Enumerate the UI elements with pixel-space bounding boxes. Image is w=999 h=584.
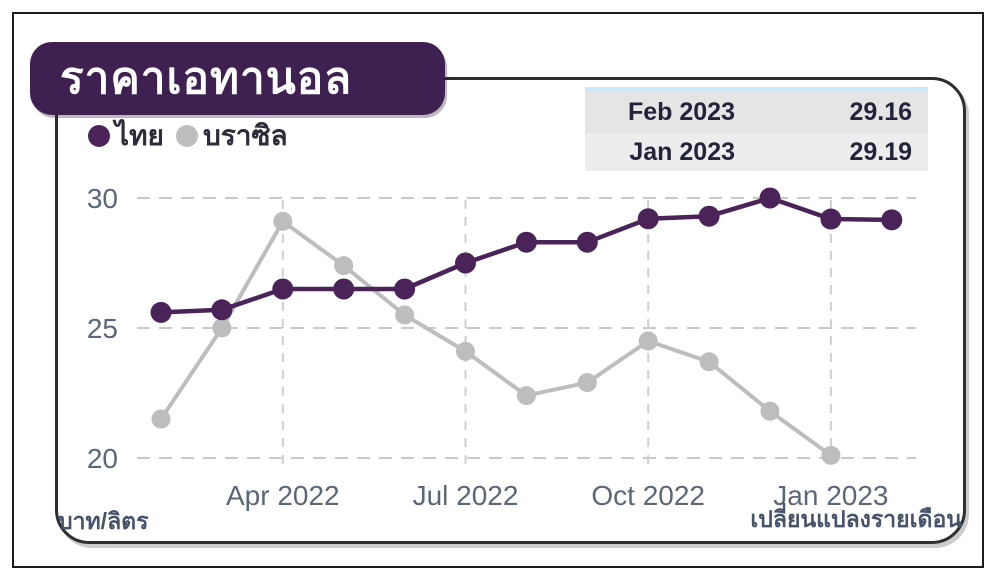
data-point-ไทย (394, 278, 416, 300)
data-point-บราซิล (456, 341, 475, 361)
data-point-ไทย (881, 209, 903, 231)
legend-label: ไทย (115, 120, 164, 151)
x-axis-tick-label: Jan 2023 (773, 480, 888, 511)
table-row-label: Jan 2023 (629, 137, 735, 166)
table-row: Feb 2023 29.16 (585, 92, 928, 133)
series-line-ไทย (158, 195, 895, 315)
legend-item-thailand: ไทย (88, 122, 164, 150)
table-accent-strip (585, 87, 928, 92)
y-axis-tick-label: 25 (87, 313, 118, 344)
latest-values-table: Feb 2023 29.16 Jan 2023 29.19 (585, 87, 928, 171)
x-axis-tick-label: Apr 2022 (226, 480, 340, 511)
data-point-บราซิล (334, 256, 354, 276)
legend-dot-icon (175, 125, 198, 147)
data-point-ไทย (698, 205, 720, 227)
table-row-label: Feb 2023 (627, 98, 735, 126)
data-point-บราซิล (699, 352, 719, 372)
table-row-value: 29.19 (849, 137, 912, 166)
data-point-บราซิล (821, 445, 841, 465)
data-point-ไทย (759, 187, 781, 209)
data-point-บราซิล (395, 305, 415, 325)
data-point-บราซิล (638, 331, 658, 351)
chart-legend: ไทย บราซิล (88, 122, 288, 150)
series-line-บราซิล (159, 219, 833, 458)
data-point-บราซิล (273, 211, 293, 231)
unit-label: บาท/ลิตร (58, 508, 149, 534)
legend-dot-icon (88, 125, 110, 147)
data-point-ไทย (576, 231, 598, 253)
data-point-บราซิล (516, 386, 536, 406)
data-point-ไทย (211, 299, 233, 321)
legend-label: บราซิล (202, 120, 288, 151)
chart-title-badge: ราคาเอทานอล (30, 42, 445, 115)
data-point-บราซิล (577, 373, 597, 393)
y-axis-tick-label: 20 (87, 443, 118, 474)
table-row: Jan 2023 29.19 (585, 133, 928, 171)
data-point-บราซิล (151, 409, 171, 429)
data-point-ไทย (150, 301, 172, 323)
data-point-ไทย (333, 278, 355, 300)
monthly-change-note: เปลี่ยนแปลงรายเดือน (750, 506, 962, 532)
data-point-ไทย (820, 208, 842, 230)
x-axis-tick-label: Oct 2022 (591, 480, 705, 511)
y-axis-tick-label: 30 (87, 183, 118, 214)
table-row-value: 29.16 (849, 98, 912, 126)
data-point-ไทย (272, 278, 294, 300)
data-point-ไทย (455, 252, 476, 274)
chart-title: ราคาเอทานอล (60, 53, 353, 103)
data-point-ไทย (515, 231, 537, 253)
data-point-ไทย (637, 208, 659, 230)
data-point-บราซิล (212, 318, 232, 338)
x-axis-tick-label: Jul 2022 (413, 480, 519, 511)
data-point-บราซิล (760, 401, 780, 421)
legend-item-brazil: บราซิล (175, 120, 288, 151)
